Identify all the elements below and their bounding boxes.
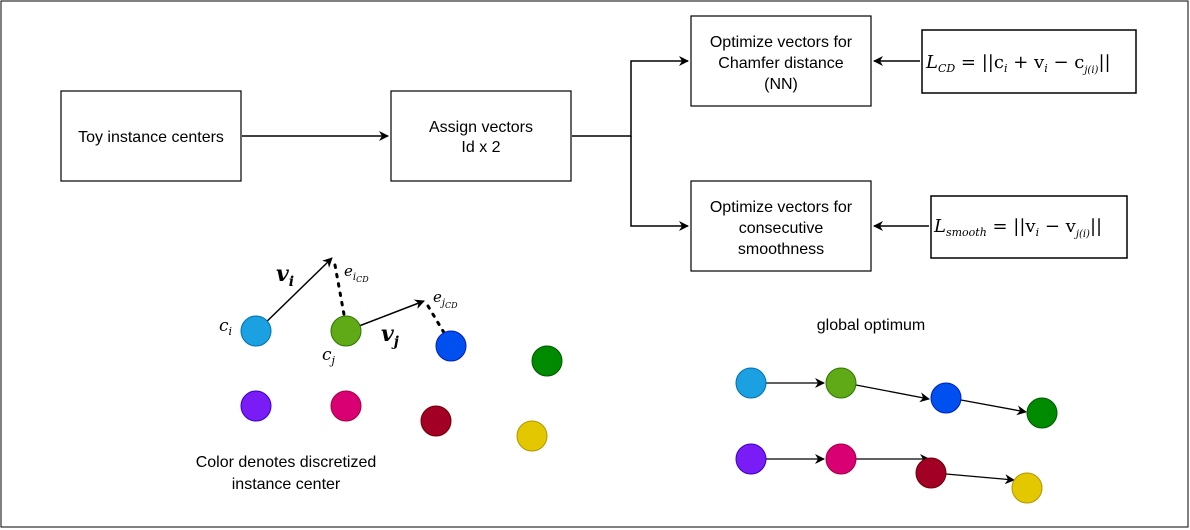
color-caption-line1: Color denotes discretized — [196, 454, 377, 471]
assign-vectors-box: Assign vectors Id x 2 — [390, 90, 572, 182]
smooth-loss-formula: Lsmooth = ||vi − vj(i)|| — [933, 216, 1102, 240]
magenta-center-dot — [330, 390, 362, 422]
smoothness-box: Optimize vectors for consecutive smoothn… — [690, 180, 872, 272]
assign-to-chamfer-arrow — [572, 56, 689, 137]
chamfer-label-line2: Chamfer distance — [718, 55, 843, 72]
chamfer-label-line3: (NN) — [764, 76, 798, 93]
vector-illustration: vi vj ci cj eiCD ejCD Color denotes disc… — [196, 257, 563, 493]
center-c-j-green-dot — [330, 315, 362, 347]
go-crimson-dot — [915, 457, 947, 489]
cd-loss-formula-box: LCD = ||ci + vi − cj(i)|| — [921, 29, 1137, 94]
darkgreen-center-dot — [531, 345, 563, 377]
go-magenta-dot — [825, 443, 857, 475]
go-blue-dot — [930, 382, 962, 414]
go-darkgreen-dot — [1026, 397, 1058, 429]
smooth-label-line3: smoothness — [738, 241, 824, 258]
center-c-i-cyan-dot — [240, 315, 272, 347]
blue-center-dot — [435, 330, 467, 362]
violet-center-dot — [240, 390, 272, 422]
color-caption-line2: instance center — [232, 476, 341, 493]
vector-v-i-arrow — [256, 257, 333, 332]
label-e-j-cd: ejCD — [433, 288, 458, 310]
error-e-j-dotted — [426, 304, 448, 338]
toy-centers-label: Toy instance centers — [78, 129, 224, 146]
toy-centers-box: Toy instance centers — [60, 90, 242, 182]
chamfer-box: Optimize vectors for Chamfer distance (N… — [690, 15, 872, 107]
yellow-center-dot — [516, 420, 548, 452]
go-violet-dot — [735, 443, 767, 475]
go-cyan-dot — [735, 367, 767, 399]
crimson-center-dot — [420, 405, 452, 437]
smooth-loss-formula-box: Lsmooth = ||vi − vj(i)|| — [930, 195, 1128, 259]
chamfer-label-line1: Optimize vectors for — [710, 34, 853, 51]
label-v-j: vj — [381, 321, 399, 350]
go-arrow-3 — [960, 399, 1027, 416]
global-optimum-label: global optimum — [817, 317, 926, 334]
assign-vectors-label-line1: Assign vectors — [429, 119, 533, 136]
global-optimum-illustration: global optimum — [735, 317, 1058, 504]
assign-vectors-label-line2: Id x 2 — [461, 139, 500, 156]
flow-connectors — [242, 56, 929, 231]
go-arrow-2 — [855, 384, 930, 403]
smooth-label-line1: Optimize vectors for — [710, 199, 853, 216]
label-c-i: ci — [219, 316, 232, 338]
smooth-label-line2: consecutive — [739, 220, 824, 237]
go-green-dot — [825, 367, 857, 399]
label-v-i: vi — [276, 261, 294, 290]
assign-to-smooth-arrow — [630, 136, 689, 231]
error-e-i-dotted — [333, 263, 347, 322]
cd-loss-formula: LCD = ||ci + vi − cj(i)|| — [925, 52, 1111, 76]
label-e-i-cd: eiCD — [344, 262, 369, 284]
go-arrow-6 — [945, 473, 1015, 485]
go-yellow-dot — [1011, 472, 1043, 504]
label-c-j: cj — [322, 345, 336, 367]
